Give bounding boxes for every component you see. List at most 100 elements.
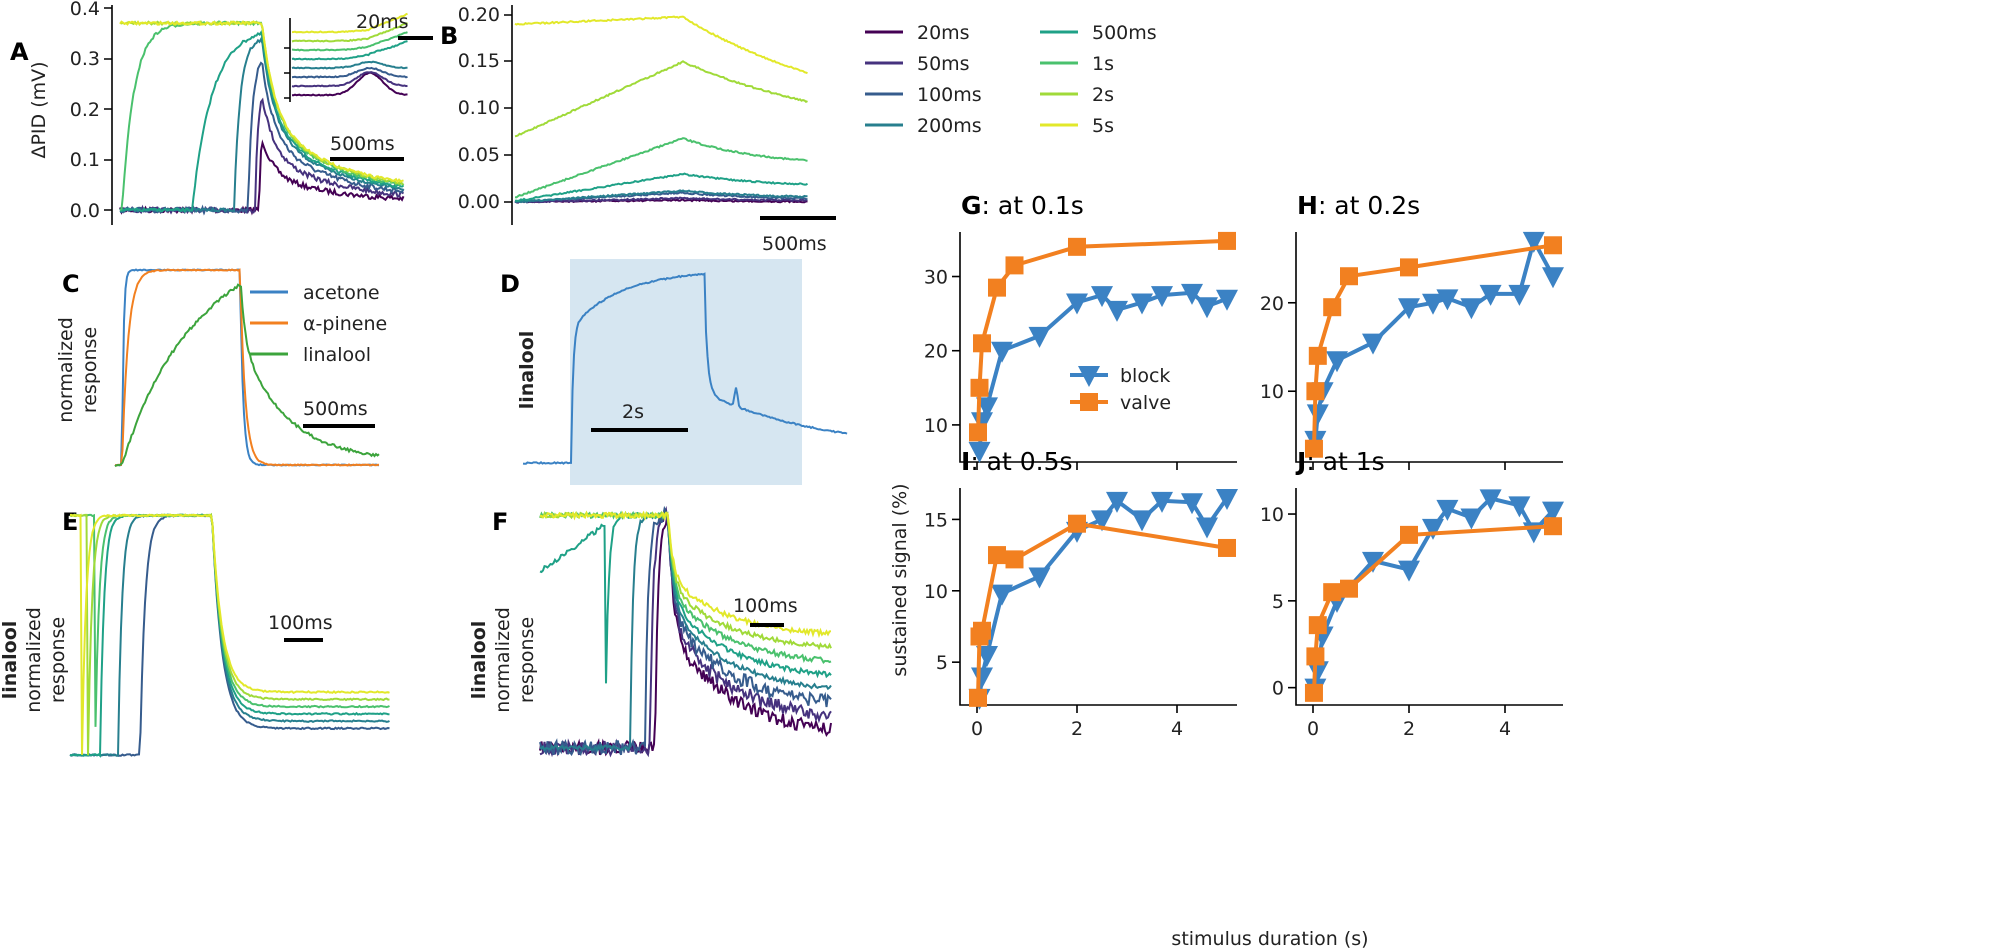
point-block [1196, 517, 1218, 539]
trace-500ms [539, 511, 832, 684]
panel-d-scalebar-label: 2s [622, 401, 644, 423]
legend-label-acetone: acetone [303, 282, 380, 304]
axes [959, 232, 1237, 463]
point-block [991, 341, 1013, 363]
point-valve [1308, 616, 1327, 635]
panel-f-ylabel-odor: linalool [468, 621, 490, 700]
point-block [1422, 518, 1444, 540]
point-block [1542, 267, 1564, 289]
legend-label-5s: 5s [1092, 115, 1114, 137]
panel-a-scalebar-label: 500ms [330, 133, 395, 155]
point-block [1131, 510, 1153, 532]
trace-200ms [539, 512, 832, 753]
point-block [991, 584, 1013, 606]
point-block [1460, 508, 1483, 530]
point-valve [1304, 439, 1323, 458]
inset-trace-1s [291, 31, 408, 52]
trace-5s [70, 513, 390, 755]
point-block [971, 667, 993, 689]
panel-title: J: at 1s [1295, 447, 1385, 476]
panel-e-ylabel-1: normalized [23, 607, 45, 713]
point-valve [1068, 237, 1086, 256]
point-block [968, 441, 991, 463]
panel-b-traces [514, 15, 809, 204]
panel-title: G: at 0.1s [961, 191, 1084, 220]
legend-label-1s: 1s [1092, 53, 1114, 75]
xtick-label: 2 [1071, 718, 1083, 740]
ytick: 0.1 [70, 149, 100, 171]
xtick-label: 4 [1171, 718, 1183, 740]
panel-i: I: at 0.5s 5 10 15 0 2 4 [924, 447, 1238, 740]
xtick-label: 2 [1403, 718, 1415, 740]
ytick: 0.10 [458, 97, 500, 119]
legend-label-50ms: 50ms [917, 53, 970, 75]
trace-2s [514, 60, 808, 138]
ytick: 0.15 [458, 50, 500, 72]
odor-legend: acetone α-pinene linalool [250, 282, 387, 366]
ytick-label: 30 [924, 267, 948, 289]
ytick-label: 0 [1272, 678, 1284, 700]
point-block [1196, 297, 1218, 319]
point-valve [1340, 579, 1358, 598]
panel-c-ylabel-1: normalized [55, 317, 77, 423]
legend-label-100ms: 100ms [917, 84, 982, 106]
point-valve [1304, 683, 1323, 702]
ytick: 0.20 [458, 4, 500, 26]
panel-d-ylabel: linalool [516, 331, 538, 410]
point-block [1362, 333, 1384, 355]
trace-linalool [522, 272, 848, 465]
panel-b-scalebar-label: 500ms [762, 233, 827, 255]
point-block [1306, 404, 1329, 426]
legend-label-valve: valve [1120, 392, 1171, 414]
point-block [1216, 289, 1238, 311]
inset-trace-2s [291, 22, 408, 43]
summary-xlabel: stimulus duration (s) [1171, 928, 1368, 950]
ytick: 0.4 [70, 0, 100, 20]
inset-trace-200ms [291, 60, 408, 70]
ytick: 0.2 [70, 99, 100, 121]
point-valve [1005, 256, 1024, 275]
inset-axis [284, 18, 291, 102]
point-valve [1218, 538, 1236, 557]
point-valve [1544, 517, 1562, 536]
trace-5s [514, 15, 808, 75]
xtick-label: 4 [1499, 718, 1511, 740]
inset-trace-20ms [291, 71, 408, 97]
axes [1295, 488, 1563, 706]
ytick-label: 20 [924, 341, 948, 363]
panel-letter-d: D [500, 270, 520, 298]
point-block [1436, 289, 1459, 311]
panel-h: H: at 0.2s 10 20 [1260, 191, 1564, 470]
panel-e-ylabel-odor: linalool [0, 621, 21, 700]
panel-a-traces [119, 19, 405, 216]
legend-label-20ms: 20ms [917, 22, 970, 44]
trace-1s [539, 510, 832, 665]
ytick: 0.05 [458, 144, 500, 166]
point-block [1091, 286, 1113, 308]
point-block [1542, 501, 1564, 523]
panel-c-scalebar-label: 500ms [303, 398, 368, 420]
point-valve [973, 621, 991, 640]
point-block [976, 646, 998, 668]
panel-a-yticks: 0.0 0.1 0.2 0.3 0.4 [70, 0, 112, 222]
series-line-valve [1312, 524, 1554, 693]
point-block [1306, 661, 1329, 683]
legend-label-200ms: 200ms [917, 115, 982, 137]
panel-d-trace [522, 272, 848, 465]
trace-50ms [514, 196, 808, 204]
trace-pinene [114, 268, 380, 467]
point-valve [970, 378, 989, 397]
legend-label-2s: 2s [1092, 84, 1114, 106]
point-block [1508, 496, 1531, 518]
axes [959, 488, 1237, 706]
trace-1s [514, 137, 808, 199]
summary-ylabel: sustained signal (%) [889, 483, 911, 676]
point-valve [1306, 382, 1325, 401]
point-block [1151, 286, 1173, 308]
ytick: 0.00 [458, 191, 500, 213]
point-valve [1218, 231, 1236, 250]
panel-f-ylabel-1: normalized [492, 607, 514, 713]
panel-letter-a: A [10, 38, 29, 66]
